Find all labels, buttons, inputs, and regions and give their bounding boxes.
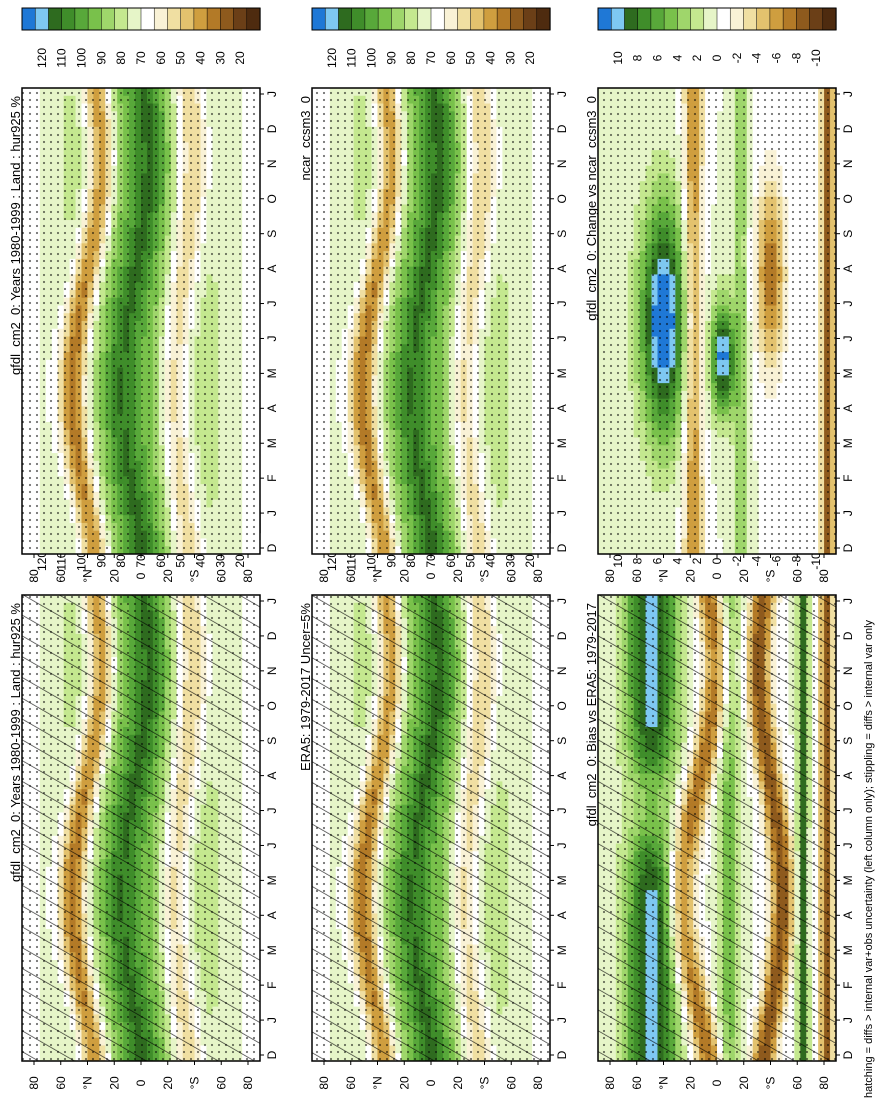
month-tick-label: M (265, 438, 279, 448)
month-tick-label: J (265, 91, 279, 97)
panel-title: gfdl_cm2_0: Years 1980-1999 : Land : hur… (8, 603, 23, 882)
colorbar-tick-label: 50 (174, 51, 188, 65)
month-tick-label: S (265, 737, 279, 745)
colorbar-swatch (34, 7, 50, 31)
month-tick-label: M (265, 368, 279, 378)
lat-tick-label: 60 (54, 569, 68, 583)
lat-tick-label: °N (81, 569, 95, 582)
month-tick-label: J (265, 510, 279, 516)
month-tick-label: S (265, 230, 279, 238)
month-tick-label: A (265, 772, 279, 780)
lat-tick-label: 80 (27, 1076, 41, 1090)
colorbar-tick-label: 40 (193, 554, 207, 568)
colorbar-tick-label: 100 (75, 48, 89, 68)
month-tick-label: F (265, 474, 279, 481)
lat-tick-label: 20 (107, 1076, 121, 1090)
month-tick-label: O (265, 701, 279, 710)
colorbar-swatch (61, 7, 76, 31)
month-tick-label: J (265, 808, 279, 814)
month-tick-label: A (265, 404, 279, 412)
panel-0: 80 60 °N 20 0 20 °S 60 80 D J F M A M J J A S O N D Jgfdl_cm2_… (8, 510, 279, 1090)
month-tick-label: A (265, 911, 279, 919)
lat-tick-label: 20 (107, 569, 121, 583)
colorbar-tick-label: 90 (94, 51, 108, 65)
lat-tick-label: 60 (214, 569, 228, 583)
colorbar-tick-label: 20 (233, 554, 247, 568)
panels: 80 60 °N 20 0 20 °S 60 80 D J F M A M J J A S O N D Jgfdl_cm2_… (8, 7, 855, 1090)
colorbar-swatch (74, 7, 89, 31)
colorbar-swatch (180, 7, 195, 31)
lat-tick-label: 60 (54, 1076, 68, 1090)
month-tick-label: D (265, 631, 279, 640)
lat-tick-label: 80 (27, 569, 41, 583)
lat-tick-label: °N (81, 1076, 95, 1089)
colorbar: 120 110 100 90 80 70 60 50 40 30 20 (21, 7, 261, 68)
month-tick-label: D (265, 543, 279, 552)
colorbar-swatch (193, 7, 208, 31)
colorbar-tick-label: 70 (134, 554, 148, 568)
month-tick-label: N (265, 160, 279, 169)
colorbar-swatch (127, 7, 142, 31)
colorbar-tick-label: 60 (154, 554, 168, 568)
month-tick-label: J (265, 335, 279, 341)
lat-tick-label: 0 (134, 572, 148, 579)
month-tick-label: O (265, 194, 279, 203)
colorbar-tick-label: 30 (213, 51, 227, 65)
month-tick-label: F (265, 981, 279, 988)
colorbar-swatch (220, 7, 235, 31)
colorbar-swatch (114, 7, 129, 31)
colorbar-swatch (167, 7, 182, 31)
colorbar-swatch (21, 7, 36, 31)
stippling (22, 88, 260, 554)
month-tick-label: A (265, 265, 279, 273)
lat-tick-label: 80 (241, 569, 255, 583)
lat-tick-label: 80 (241, 1076, 255, 1090)
colorbar-swatch (246, 7, 261, 31)
colorbar-tick-label: 110 (55, 551, 69, 570)
lat-tick-label: 20 (161, 1076, 175, 1090)
colorbar-tick-label: 80 (114, 51, 128, 65)
colorbar-tick-label: 80 (114, 554, 128, 568)
colorbar-swatch (87, 7, 102, 31)
panel-title: gfdl_cm2_0: Years 1980-1999 : Land : hur… (8, 96, 23, 375)
month-tick-label: M (265, 945, 279, 955)
colorbar-swatch (153, 7, 169, 31)
month-tick-label: J (265, 598, 279, 604)
colorbar-swatch (206, 7, 221, 31)
colorbar-tick-label: 90 (94, 554, 108, 568)
colorbar-tick-label: 110 (55, 48, 69, 67)
colorbar-frame (21, 7, 261, 31)
hatching (22, 595, 260, 1061)
month-tick-label: N (265, 667, 279, 676)
lat-tick-label: °S (188, 1077, 202, 1090)
colorbar-tick-label: 40 (193, 51, 207, 65)
colorbar-tick-label: 20 (233, 51, 247, 65)
colorbar-tick-label: 70 (134, 51, 148, 65)
month-tick-label: J (265, 301, 279, 307)
month-tick-label: J (265, 1017, 279, 1023)
month-tick-label: D (265, 1050, 279, 1059)
colorbar-swatch (233, 7, 248, 31)
colorbar-swatch (48, 7, 63, 31)
colorbar-swatch (140, 7, 155, 31)
colorbar-tick-label: 50 (174, 554, 188, 568)
colorbar-swatch (101, 7, 116, 31)
lat-tick-label: 60 (214, 1076, 228, 1090)
colorbar-tick-label: 100 (75, 551, 89, 571)
month-tick-label: J (265, 842, 279, 848)
panel-1: 80 60 °N 20 0 20 °S 60 80 D J F M A M J J A S O N D Jgfdl_cm2_… (8, 7, 279, 583)
colorbar-tick-label: 30 (213, 554, 227, 568)
lat-tick-label: 0 (134, 1079, 148, 1086)
lat-tick-label: °S (188, 570, 202, 583)
colorbar-tick-label: 120 (35, 48, 49, 68)
month-tick-label: D (265, 124, 279, 133)
colorbar-tick-label: 60 (154, 51, 168, 65)
month-tick-label: M (265, 875, 279, 885)
colorbar-tick-label: 120 (35, 551, 49, 571)
lat-tick-label: 20 (161, 569, 175, 583)
